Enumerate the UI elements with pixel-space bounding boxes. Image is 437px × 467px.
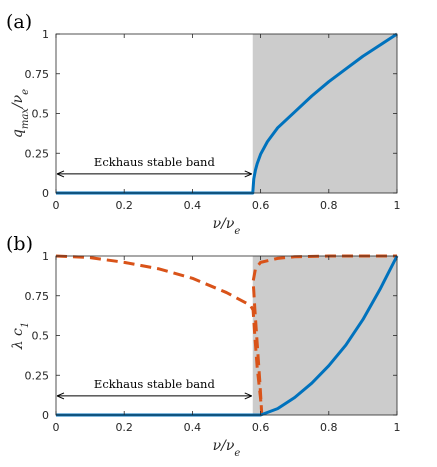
y-tick-label: 0.75: [25, 290, 50, 303]
y-tick-label: 1: [42, 28, 49, 41]
annotation-arrowhead-left: [56, 170, 65, 178]
series-line-0-dashed: [55, 254, 397, 414]
annotation-arrowhead-right: [244, 170, 252, 178]
x-tick-label: 1: [394, 199, 401, 212]
y-tick-label: 0.75: [25, 68, 50, 81]
y-tick-label: 0: [42, 187, 49, 200]
annotation-arrowhead-right: [244, 392, 252, 400]
series-line-0-solid: [56, 32, 398, 195]
x-axis-label: ν/νe: [213, 216, 241, 237]
x-axis-label: ν/νe: [213, 438, 241, 459]
annotation-label: Eckhaus stable band: [94, 155, 216, 169]
x-tick-label: 0.4: [184, 421, 202, 434]
y-axis-label: λ c1: [10, 322, 31, 351]
panel-b: Eckhaus stable band 0 0.2 0.4 0.6 0.8 1 0 0.25 0.…: [6, 233, 401, 459]
annotation-label: Eckhaus stable band: [94, 377, 216, 391]
unstable-shaded-region: [252, 256, 397, 415]
y-tick-label: 0.5: [32, 330, 50, 343]
x-tick-label: 0.4: [184, 199, 202, 212]
y-tick-label: 0.25: [25, 147, 50, 160]
x-tick-label: 0.2: [115, 199, 133, 212]
annotation-arrowhead-left: [56, 392, 65, 400]
x-tick-label: 1: [394, 421, 401, 434]
x-tick-label: 0: [53, 199, 60, 212]
panel-label: (b): [6, 233, 33, 255]
y-tick-label: 1: [42, 250, 49, 263]
y-tick-label: 0.5: [32, 108, 50, 121]
y-tick-label: 0: [42, 409, 49, 422]
panel-a: Eckhaus stable band 0 0.2 0.4 0.6 0.8 1 0 0.25 0.…: [6, 11, 401, 237]
y-tick-label: 0.25: [25, 369, 50, 382]
x-tick-label: 0.2: [115, 421, 133, 434]
panel-label: (a): [6, 11, 32, 33]
x-tick-label: 0.6: [252, 421, 270, 434]
series-line-1-solid: [56, 255, 399, 417]
x-tick-label: 0.6: [252, 199, 270, 212]
x-tick-label: 0: [53, 421, 60, 434]
x-tick-label: 0.8: [320, 199, 338, 212]
x-tick-label: 0.8: [320, 421, 338, 434]
unstable-shaded-region: [252, 34, 397, 193]
y-axis-label: qmax/νe: [10, 89, 31, 138]
